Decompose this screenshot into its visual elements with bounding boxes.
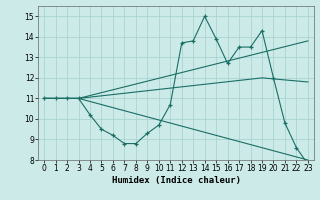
X-axis label: Humidex (Indice chaleur): Humidex (Indice chaleur) xyxy=(111,176,241,185)
